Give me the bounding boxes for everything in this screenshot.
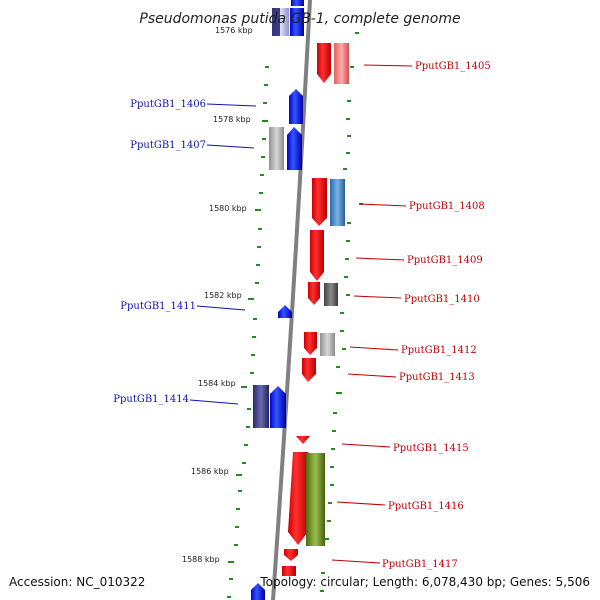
gene-arrow-PputGB1_1408: [312, 178, 327, 226]
gene-arrow-PputGB1_1405: [317, 43, 331, 83]
accession-label: Accession: NC_010322: [9, 575, 145, 589]
gene-arrow-PputGB1_1414: [270, 386, 286, 428]
gene-block-gray: [269, 127, 284, 170]
gene-label-right: PputGB1_1408: [409, 201, 485, 212]
gene-label-right: PputGB1_1417: [382, 559, 458, 570]
gene-feature: [272, 8, 280, 36]
gene-block-pink: [334, 43, 349, 84]
gene-label-right: PputGB1_1416: [388, 501, 464, 512]
scale-ticks-left: [227, 66, 269, 598]
gene-label-right: PputGB1_1413: [399, 372, 475, 383]
scale-label: 1584 kbp: [198, 379, 236, 388]
gene-block-bottom: [282, 566, 296, 576]
gene-arrow-PputGB1_1410: [308, 282, 320, 305]
genome-backbone: [271, 0, 312, 600]
genome-summary-label: Topology: circular; Length: 6,078,430 bp…: [259, 575, 590, 589]
gene-label-left: PputGB1_1407: [130, 140, 206, 151]
scale-label: 1582 kbp: [204, 291, 242, 300]
gene-arrow-PputGB1_1407: [287, 127, 302, 170]
gene-label-left: PputGB1_1411: [120, 301, 196, 312]
leader-lines-right: [331, 64, 413, 564]
gene-block-steel: [330, 179, 345, 226]
gene-feature: [290, 8, 304, 36]
gene-label-right: PputGB1_1415: [393, 443, 469, 454]
gene-arrow-PputGB1_1406: [289, 89, 303, 124]
scale-label: 1578 kbp: [213, 115, 251, 124]
gene-arrow-PputGB1_1416: [288, 452, 308, 545]
scale-label: 1580 kbp: [209, 204, 247, 213]
gene-label-left: PputGB1_1406: [130, 99, 206, 110]
gene-arrow-PputGB1_1415: [296, 436, 310, 444]
scale-label: 1586 kbp: [191, 467, 229, 476]
gene-arrow-PputGB1_1412: [304, 332, 317, 355]
gene-feature: [291, 0, 304, 6]
gene-label-right: PputGB1_1410: [404, 294, 480, 305]
gene-arrow-PputGB1_1411: [278, 305, 292, 318]
gene-arrow-PputGB1_1413: [302, 358, 316, 382]
scale-label: 1588 kbp: [182, 555, 220, 564]
gene-arrow-bottom: [251, 583, 265, 600]
scale-ticks-right: [320, 32, 363, 592]
gene-block-darkgray: [324, 283, 338, 306]
gene-block-olive: [306, 453, 325, 546]
gene-label-right: PputGB1_1405: [415, 61, 491, 72]
gene-label-right: PputGB1_1412: [401, 345, 477, 356]
map-title: Pseudomonas putida GB-1, complete genome: [139, 11, 460, 27]
gene-arrow-PputGB1_1417: [284, 549, 298, 561]
gene-block-lightgray: [320, 333, 335, 356]
gene-label-right: PputGB1_1409: [407, 255, 483, 266]
gene-block-navy: [253, 385, 269, 428]
gene-arrow-PputGB1_1409: [310, 230, 324, 281]
leader-lines-left: [189, 103, 257, 405]
scale-label: 1576 kbp: [215, 26, 253, 35]
gene-label-left: PputGB1_1414: [113, 394, 189, 405]
